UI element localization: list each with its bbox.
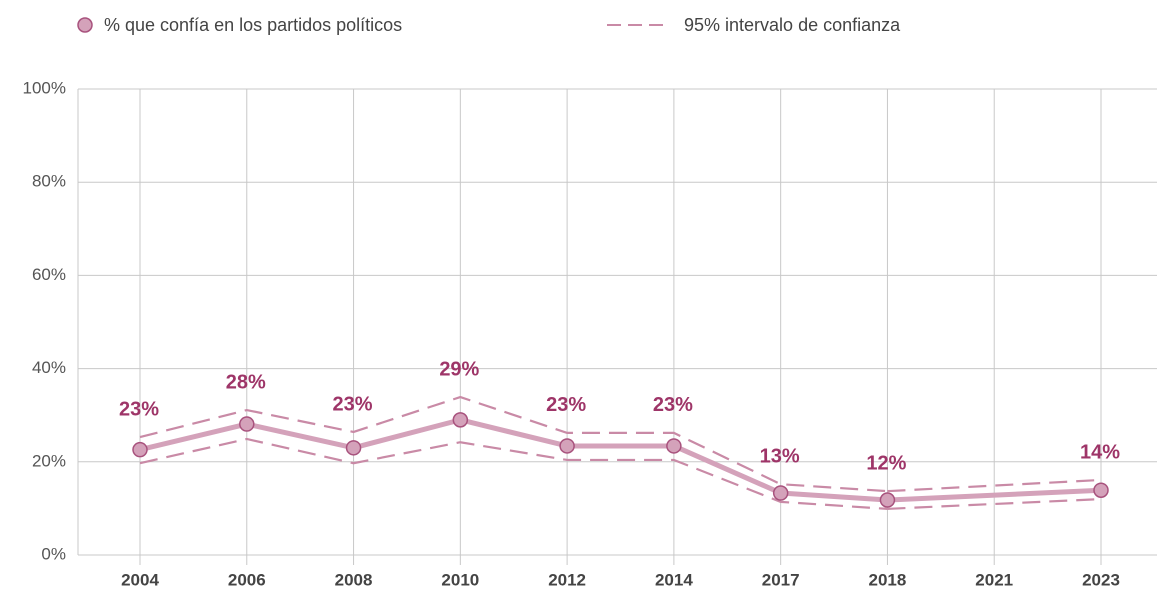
x-tick-label: 2018 bbox=[869, 570, 907, 589]
point bbox=[239, 416, 255, 432]
x-tick-label: 2012 bbox=[548, 570, 586, 589]
data-label: 14% bbox=[1080, 441, 1120, 463]
point bbox=[666, 438, 682, 454]
point bbox=[345, 440, 362, 456]
legend-label: 95% intervalo de confianza bbox=[684, 15, 901, 35]
y-tick-label: 40% bbox=[32, 358, 66, 377]
point bbox=[132, 441, 148, 458]
data-label: 12% bbox=[866, 452, 906, 474]
y-tick-label: 20% bbox=[32, 451, 66, 470]
data-label: 23% bbox=[333, 393, 373, 415]
x-tick-label: 2010 bbox=[441, 570, 479, 589]
data-label: 28% bbox=[226, 371, 266, 393]
x-tick-label: 2017 bbox=[762, 570, 800, 589]
data-label: 23% bbox=[546, 394, 586, 416]
x-tick-label: 2014 bbox=[655, 570, 693, 589]
data-label: 13% bbox=[760, 445, 800, 467]
ci-upper bbox=[139, 395, 888, 493]
x-tick-label: 2023 bbox=[1082, 570, 1120, 589]
point bbox=[879, 492, 896, 508]
y-tick-label: 80% bbox=[32, 172, 66, 191]
point bbox=[772, 485, 789, 501]
point bbox=[452, 412, 469, 428]
legend-label: % que confía en los partidos políticos bbox=[104, 15, 402, 35]
point bbox=[559, 438, 575, 454]
y-tick-label: 0% bbox=[41, 544, 66, 563]
ci-lower bbox=[139, 437, 888, 510]
series-line bbox=[139, 417, 888, 503]
x-tick-label: 2006 bbox=[228, 570, 266, 589]
x-tick-label: 2008 bbox=[335, 570, 373, 589]
legend-marker bbox=[77, 17, 93, 33]
series-line-bridge bbox=[887, 487, 1102, 503]
data-label: 23% bbox=[119, 398, 159, 420]
x-tick-label: 2021 bbox=[975, 570, 1013, 589]
ci-lower-bridge bbox=[887, 497, 1102, 510]
x-tick-label: 2004 bbox=[121, 570, 159, 589]
data-label: 23% bbox=[653, 394, 693, 416]
y-tick-label: 100% bbox=[23, 78, 66, 97]
point bbox=[1093, 482, 1109, 498]
y-tick-label: 60% bbox=[32, 265, 66, 284]
ci-upper-bridge bbox=[887, 478, 1102, 493]
data-label: 29% bbox=[439, 358, 479, 380]
